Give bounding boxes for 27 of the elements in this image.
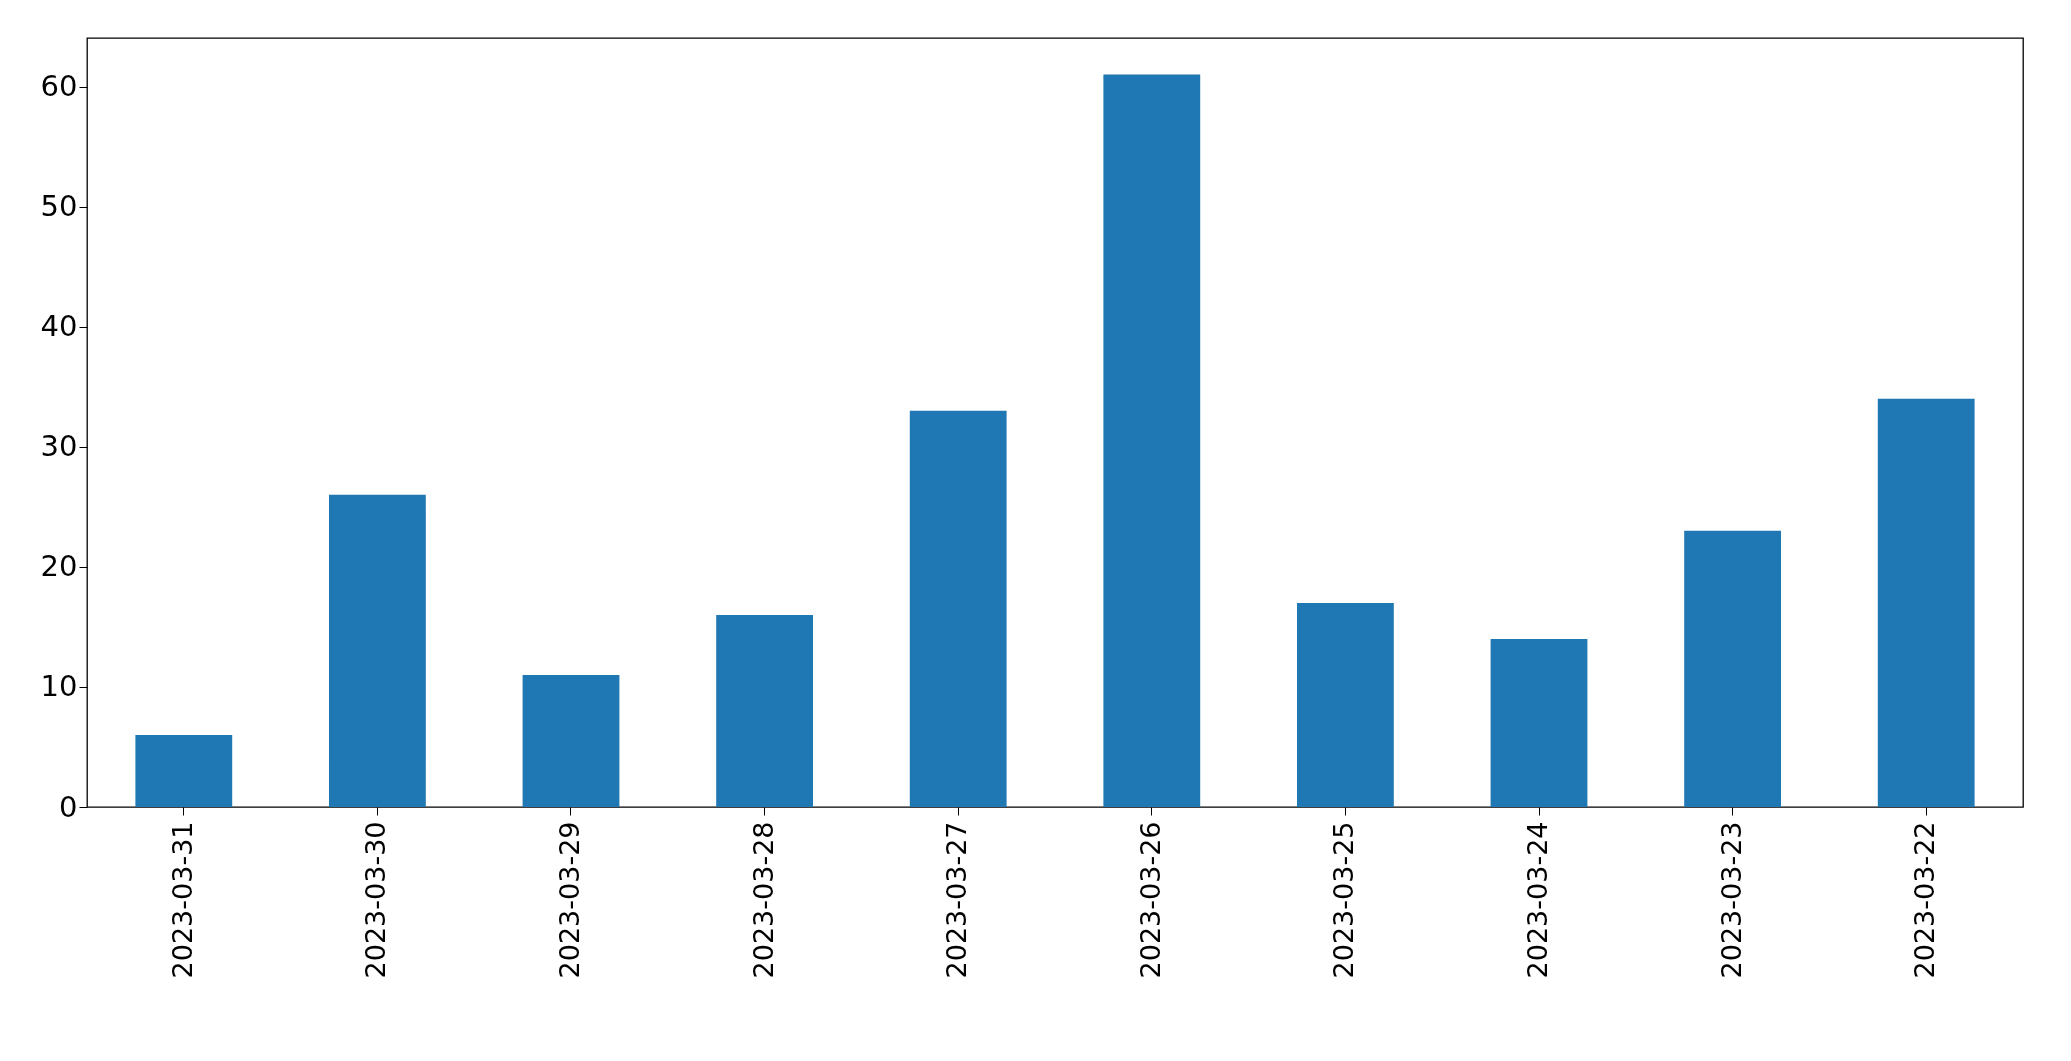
bar xyxy=(1877,398,1975,807)
bar xyxy=(522,674,620,807)
x-tick-label: 2023-03-23 xyxy=(1715,821,1747,979)
bar xyxy=(1490,638,1588,807)
bar xyxy=(1103,74,1201,807)
y-tick-label: 30 xyxy=(40,429,78,464)
x-tick-label: 2023-03-29 xyxy=(554,821,585,979)
x-tick-label: 2023-03-31 xyxy=(166,821,198,979)
y-tick-label: 10 xyxy=(40,669,78,704)
y-tick-label: 40 xyxy=(40,309,78,344)
x-tick-label: 2023-03-26 xyxy=(1134,821,1166,979)
x-tick-label: 2023-03-24 xyxy=(1522,821,1553,979)
bar xyxy=(329,494,426,807)
y-tick-label: 0 xyxy=(59,789,78,824)
bar xyxy=(1684,530,1781,807)
bar xyxy=(909,410,1007,807)
y-tick-label: 20 xyxy=(40,549,78,584)
bar xyxy=(1297,602,1394,807)
y-tick-label: 60 xyxy=(40,69,78,104)
bar xyxy=(135,734,233,807)
bar xyxy=(716,614,813,807)
x-tick-label: 2023-03-25 xyxy=(1328,821,1360,979)
y-tick-label: 50 xyxy=(40,189,78,224)
x-tick-label: 2023-03-30 xyxy=(360,821,392,979)
x-tick-label: 2023-03-27 xyxy=(941,821,973,979)
x-tick-label: 2023-03-22 xyxy=(1909,821,1941,979)
x-tick-label: 2023-03-28 xyxy=(747,821,779,979)
